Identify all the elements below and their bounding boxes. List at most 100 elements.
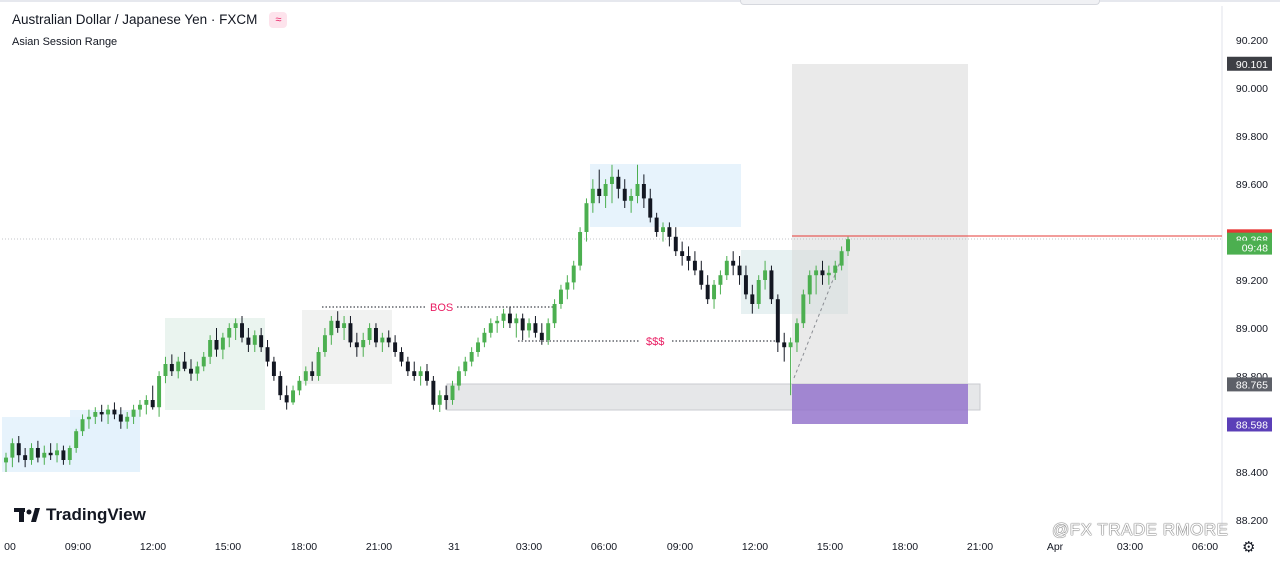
candle	[399, 347, 404, 367]
candle	[552, 299, 557, 328]
candle-body	[99, 412, 104, 415]
candle-body	[520, 318, 525, 331]
candle	[622, 179, 627, 208]
candle-body	[488, 323, 493, 333]
candle	[431, 376, 436, 410]
candle-body	[833, 265, 838, 273]
candle-body	[29, 448, 34, 460]
candle-body	[137, 404, 142, 410]
candle	[252, 330, 257, 352]
candle	[80, 414, 85, 436]
candle-body	[610, 176, 614, 184]
candle-body	[291, 390, 296, 403]
candle	[737, 256, 742, 285]
candle	[227, 323, 232, 348]
candle	[648, 188, 653, 223]
x-tick-label: 15:00	[817, 541, 843, 553]
y-tick-label: 88.200	[1236, 515, 1268, 527]
candle	[763, 260, 768, 290]
price-label: 09:48	[1227, 240, 1272, 255]
candle-body	[246, 337, 251, 345]
candle	[137, 400, 142, 417]
candle	[208, 335, 213, 364]
candle-body	[495, 320, 500, 324]
candle	[775, 294, 780, 352]
price-label-text: 88.598	[1236, 419, 1268, 431]
x-tick-label: 15:00	[215, 541, 241, 553]
candle	[456, 366, 461, 391]
candle-body	[16, 443, 21, 456]
candle-body	[163, 364, 168, 376]
candle	[42, 445, 47, 465]
y-tick-label: 89.200	[1236, 275, 1268, 287]
x-tick-label: 03:00	[516, 541, 542, 553]
candle-body	[118, 414, 123, 422]
candle	[565, 275, 570, 300]
candle-body	[227, 328, 232, 338]
candle-body	[584, 203, 589, 232]
candle-body	[80, 419, 85, 432]
candle-body	[648, 198, 653, 218]
candle-body	[42, 452, 47, 458]
candle	[743, 265, 748, 300]
x-tick-label: 18:00	[291, 541, 317, 553]
price-label-box	[1227, 377, 1272, 392]
candle-body	[718, 275, 723, 285]
candle	[189, 359, 193, 381]
candle	[641, 174, 646, 208]
x-tick-label: 06:00	[591, 541, 617, 553]
indicator-label[interactable]: Asian Session Range	[12, 36, 118, 48]
candle	[99, 404, 104, 422]
candle	[814, 265, 819, 295]
candle-body	[201, 356, 206, 367]
candle-body	[782, 342, 787, 348]
candle-body	[252, 335, 257, 345]
candle	[291, 385, 296, 405]
candle	[380, 332, 385, 352]
candle-body	[527, 323, 532, 331]
candle-body	[641, 184, 646, 199]
x-tick-label: 18:00	[892, 541, 918, 553]
candle-body	[794, 323, 799, 343]
candle	[373, 323, 378, 348]
candle	[29, 443, 34, 465]
candle	[603, 179, 608, 208]
candle-body	[48, 452, 53, 456]
candle-body	[393, 342, 398, 352]
candle	[833, 260, 838, 280]
candle	[303, 366, 308, 386]
target-zone	[792, 64, 968, 410]
candle	[169, 354, 174, 376]
candle-body	[412, 371, 417, 376]
candle-body	[278, 376, 283, 396]
candle	[67, 445, 72, 465]
candle	[546, 318, 551, 345]
candle	[361, 332, 366, 357]
candle	[310, 361, 315, 381]
price-label-box	[1227, 417, 1272, 432]
wave-icon: ≈	[269, 12, 288, 28]
candle	[10, 438, 15, 468]
candle	[271, 356, 276, 381]
candle-body	[284, 395, 289, 403]
candle-body	[214, 340, 219, 350]
gear-icon[interactable]: ⚙	[1242, 539, 1256, 556]
candle-body	[801, 294, 806, 324]
candle-body	[240, 323, 244, 338]
candle-body	[756, 280, 761, 304]
candle	[476, 337, 481, 357]
candle-body	[444, 395, 449, 400]
candle-body	[367, 328, 372, 340]
candle	[820, 260, 825, 285]
candle	[259, 328, 264, 352]
candle	[514, 313, 519, 338]
candle-body	[303, 371, 308, 381]
symbol-title[interactable]: Australian Dollar / Japanese Yen · FXCM ≈	[12, 12, 288, 28]
price-label: 88.765	[1227, 377, 1272, 392]
candle	[444, 385, 449, 410]
x-tick-label: 03:00	[1117, 541, 1143, 553]
candle-body	[539, 332, 544, 340]
candle	[750, 284, 755, 314]
candle-body	[846, 239, 850, 252]
